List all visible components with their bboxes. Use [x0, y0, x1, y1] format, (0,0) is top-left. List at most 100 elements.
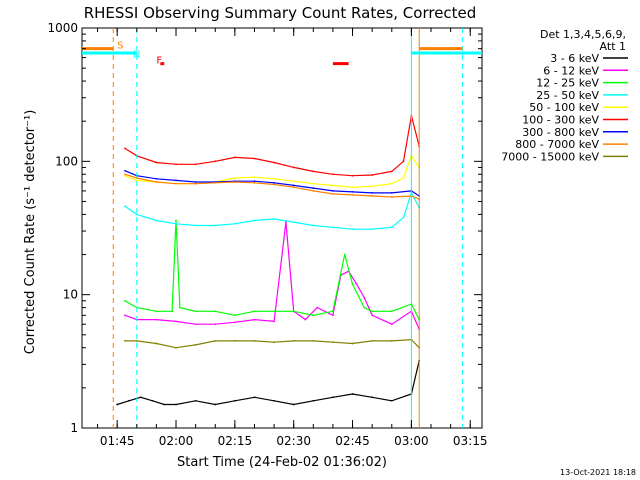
data-point — [402, 216, 405, 219]
legend-entry-label: 100 - 300 keV — [522, 114, 599, 127]
data-point — [155, 177, 158, 180]
data-point — [351, 174, 354, 177]
data-point — [390, 323, 393, 326]
data-point — [332, 396, 334, 399]
data-point — [284, 221, 287, 224]
data-point — [116, 403, 119, 406]
data-point — [390, 310, 393, 313]
data-point — [312, 187, 315, 189]
x-tick-label: 03:15 — [453, 434, 488, 448]
data-point — [128, 399, 130, 402]
data-point — [351, 190, 354, 193]
data-point — [332, 173, 334, 176]
data-point — [273, 161, 275, 164]
data-point — [175, 219, 177, 222]
data-point — [233, 181, 236, 183]
data-point — [273, 181, 275, 184]
data-point — [304, 318, 307, 321]
data-point — [253, 181, 256, 184]
legend-entry-label: 6 - 12 keV — [543, 64, 599, 77]
data-point — [402, 160, 405, 163]
series-line-1 — [124, 222, 420, 330]
legend-entry-label: 12 - 25 keV — [536, 77, 599, 90]
data-point — [355, 283, 358, 286]
data-point — [175, 163, 177, 166]
data-point — [371, 195, 374, 197]
data-point — [312, 314, 315, 317]
data-point — [124, 173, 126, 176]
series-line-2 — [124, 220, 420, 320]
data-point — [175, 346, 177, 349]
data-point — [371, 310, 374, 313]
data-point — [253, 219, 256, 222]
data-point — [233, 222, 236, 225]
data-point — [253, 176, 256, 179]
data-point — [292, 340, 295, 342]
data-point — [332, 341, 334, 344]
data-point — [343, 253, 346, 256]
data-point — [390, 226, 393, 229]
data-point — [175, 182, 177, 185]
y-tick-label: 10 — [63, 288, 78, 302]
data-point — [135, 177, 138, 179]
x-axis-label: Start Time (24-Feb-02 01:36:02) — [177, 455, 387, 470]
x-tick-label: 02:30 — [276, 434, 311, 448]
data-point — [351, 283, 354, 286]
data-point — [363, 296, 366, 299]
data-point — [351, 228, 354, 231]
data-point — [171, 310, 173, 313]
data-point — [292, 221, 295, 224]
series-line-3 — [124, 191, 420, 230]
data-point — [175, 179, 177, 182]
data-point — [253, 340, 256, 342]
data-point — [332, 184, 334, 187]
data-point — [253, 310, 256, 313]
data-point — [155, 219, 158, 222]
data-point — [312, 224, 315, 227]
data-point — [214, 340, 217, 342]
data-point — [273, 320, 275, 323]
data-point — [371, 314, 374, 317]
data-point — [371, 396, 374, 399]
series-line-8 — [125, 338, 420, 349]
data-point — [179, 306, 181, 309]
data-point — [155, 310, 158, 313]
data-point — [214, 403, 217, 406]
data-point — [312, 170, 315, 173]
data-point — [135, 340, 138, 342]
data-point — [273, 399, 275, 402]
data-point — [253, 157, 256, 160]
series-group — [116, 114, 421, 406]
data-point — [332, 310, 334, 313]
overlay-group: SN F — [82, 28, 482, 428]
data-point — [124, 340, 126, 342]
data-point — [194, 399, 197, 402]
data-point — [351, 186, 354, 189]
data-point — [371, 340, 374, 342]
legend-entry-label: 3 - 6 keV — [550, 52, 599, 65]
data-point — [253, 180, 256, 183]
x-tick-label: 02:00 — [159, 434, 194, 448]
data-point — [194, 323, 197, 326]
series-line-5 — [124, 115, 420, 177]
data-point — [124, 205, 126, 208]
legend-entry-label: 800 - 7000 keV — [515, 138, 599, 151]
data-point — [253, 318, 256, 321]
data-point — [371, 174, 374, 176]
data-point — [214, 224, 217, 227]
data-point — [214, 160, 217, 163]
data-point — [233, 156, 236, 159]
data-point — [155, 161, 158, 164]
data-point — [194, 224, 197, 227]
data-point — [139, 396, 142, 399]
legend-title-line-2: Att 1 — [600, 40, 626, 53]
data-point — [124, 174, 126, 177]
series-line-0 — [117, 360, 420, 406]
data-point — [194, 182, 197, 185]
data-point — [233, 177, 236, 179]
data-point — [351, 194, 354, 196]
data-point — [155, 318, 158, 321]
data-point — [194, 181, 197, 183]
